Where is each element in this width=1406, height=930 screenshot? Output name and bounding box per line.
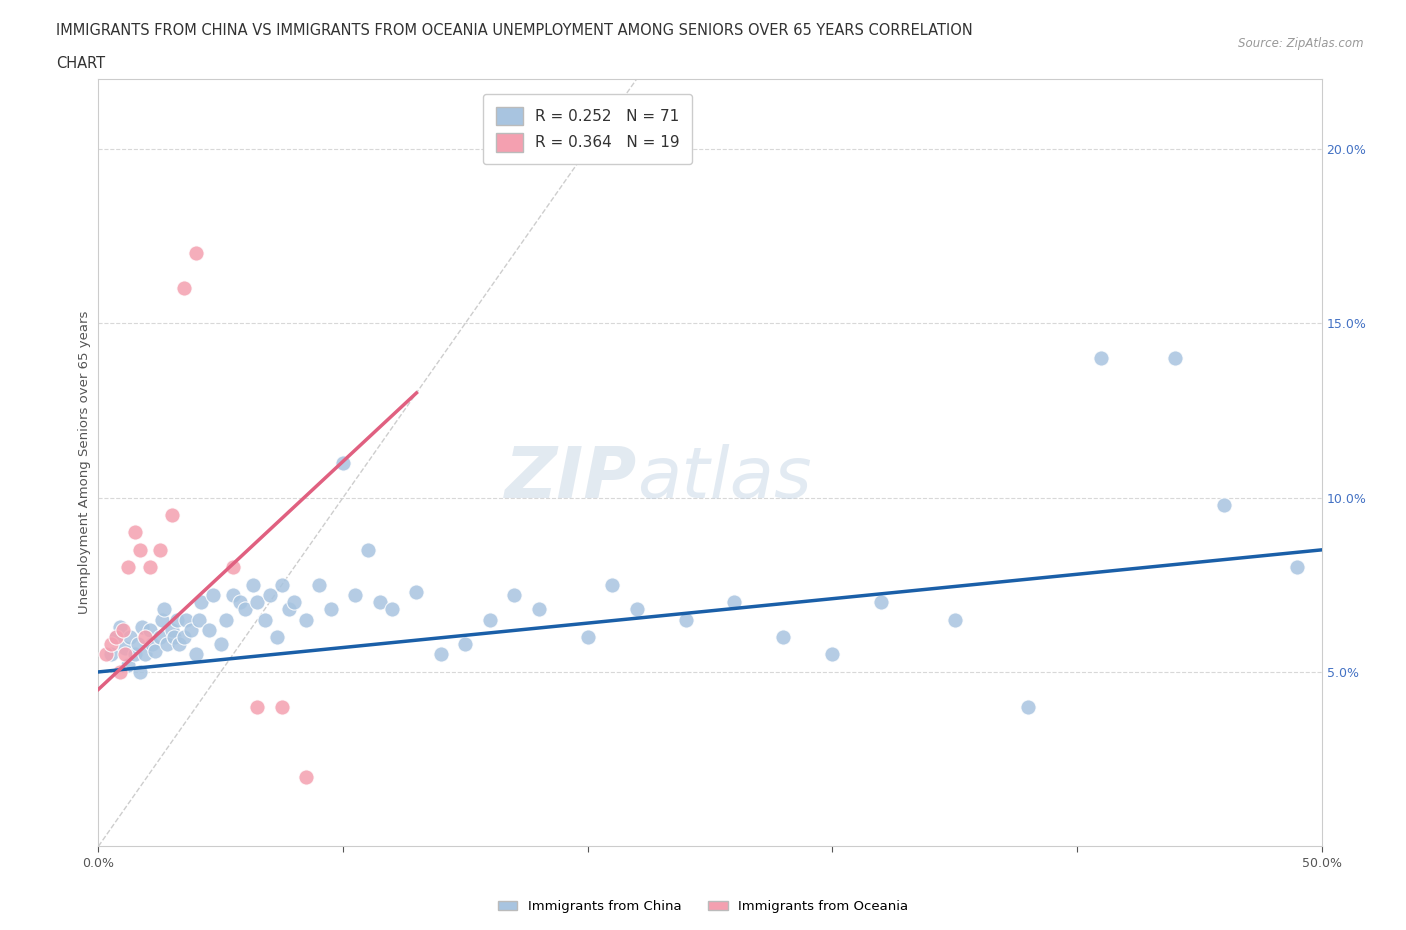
Point [173,630,195,644]
Point [1286,560,1309,575]
Point [111,623,134,638]
Point [202,588,225,603]
Point [381,602,404,617]
Point [114,647,136,662]
Text: CHART: CHART [56,56,105,71]
Point [129,664,152,679]
Point [270,699,294,714]
Point [160,508,183,523]
Point [266,630,288,644]
Point [124,525,146,539]
Text: ZIP: ZIP [505,444,637,512]
Point [454,637,477,652]
Point [131,619,153,634]
Point [156,637,179,652]
Point [772,630,794,644]
Y-axis label: Unemployment Among Seniors over 65 years: Unemployment Among Seniors over 65 years [79,311,91,615]
Point [723,595,745,610]
Point [870,595,893,610]
Legend: Immigrants from China, Immigrants from Oceania: Immigrants from China, Immigrants from O… [492,896,914,919]
Point [405,584,427,599]
Text: IMMIGRANTS FROM CHINA VS IMMIGRANTS FROM OCEANIA UNEMPLOYMENT AMONG SENIORS OVER: IMMIGRANTS FROM CHINA VS IMMIGRANTS FROM… [56,23,973,38]
Point [110,619,132,634]
Point [149,542,172,557]
Point [104,630,127,644]
Point [283,595,305,610]
Point [229,595,252,610]
Point [1212,498,1234,512]
Point [190,595,212,610]
Point [94,647,117,662]
Point [222,588,245,603]
Point [943,612,966,627]
Point [117,560,139,575]
Text: atlas: atlas [637,444,811,512]
Point [186,246,208,261]
Point [139,560,162,575]
Point [295,769,318,784]
Point [600,578,623,592]
Point [100,637,122,652]
Legend: R = 0.252   N = 71, R = 0.364   N = 19: R = 0.252 N = 71, R = 0.364 N = 19 [484,94,692,164]
Point [124,647,146,662]
Point [176,612,198,627]
Point [163,630,186,644]
Point [430,647,453,662]
Point [1164,351,1187,365]
Point [242,578,264,592]
Point [1090,351,1112,365]
Point [253,612,276,627]
Point [356,542,378,557]
Point [821,647,844,662]
Point [187,612,209,627]
Point [160,623,183,638]
Point [626,602,648,617]
Point [233,602,256,617]
Point [214,612,236,627]
Point [368,595,391,610]
Point [295,612,318,627]
Point [675,612,697,627]
Point [246,699,269,714]
Point [308,578,330,592]
Point [117,658,139,672]
Point [141,637,163,652]
Point [120,630,142,644]
Point [246,595,269,610]
Point [576,630,599,644]
Point [527,602,550,617]
Point [149,630,172,644]
Point [110,664,132,679]
Point [104,630,127,644]
Point [134,647,156,662]
Point [150,612,173,627]
Point [319,602,342,617]
Point [114,640,136,655]
Point [127,637,149,652]
Point [222,560,245,575]
Point [134,630,156,644]
Point [166,612,188,627]
Point [173,281,195,296]
Point [1017,699,1039,714]
Text: Source: ZipAtlas.com: Source: ZipAtlas.com [1239,37,1364,50]
Point [143,644,166,658]
Point [197,623,219,638]
Point [153,602,176,617]
Point [503,588,526,603]
Point [100,647,122,662]
Point [344,588,367,603]
Point [270,578,294,592]
Point [332,456,354,471]
Point [167,637,190,652]
Point [129,542,152,557]
Point [139,623,162,638]
Point [186,647,208,662]
Point [259,588,281,603]
Point [278,602,301,617]
Point [180,623,202,638]
Point [209,637,232,652]
Point [478,612,501,627]
